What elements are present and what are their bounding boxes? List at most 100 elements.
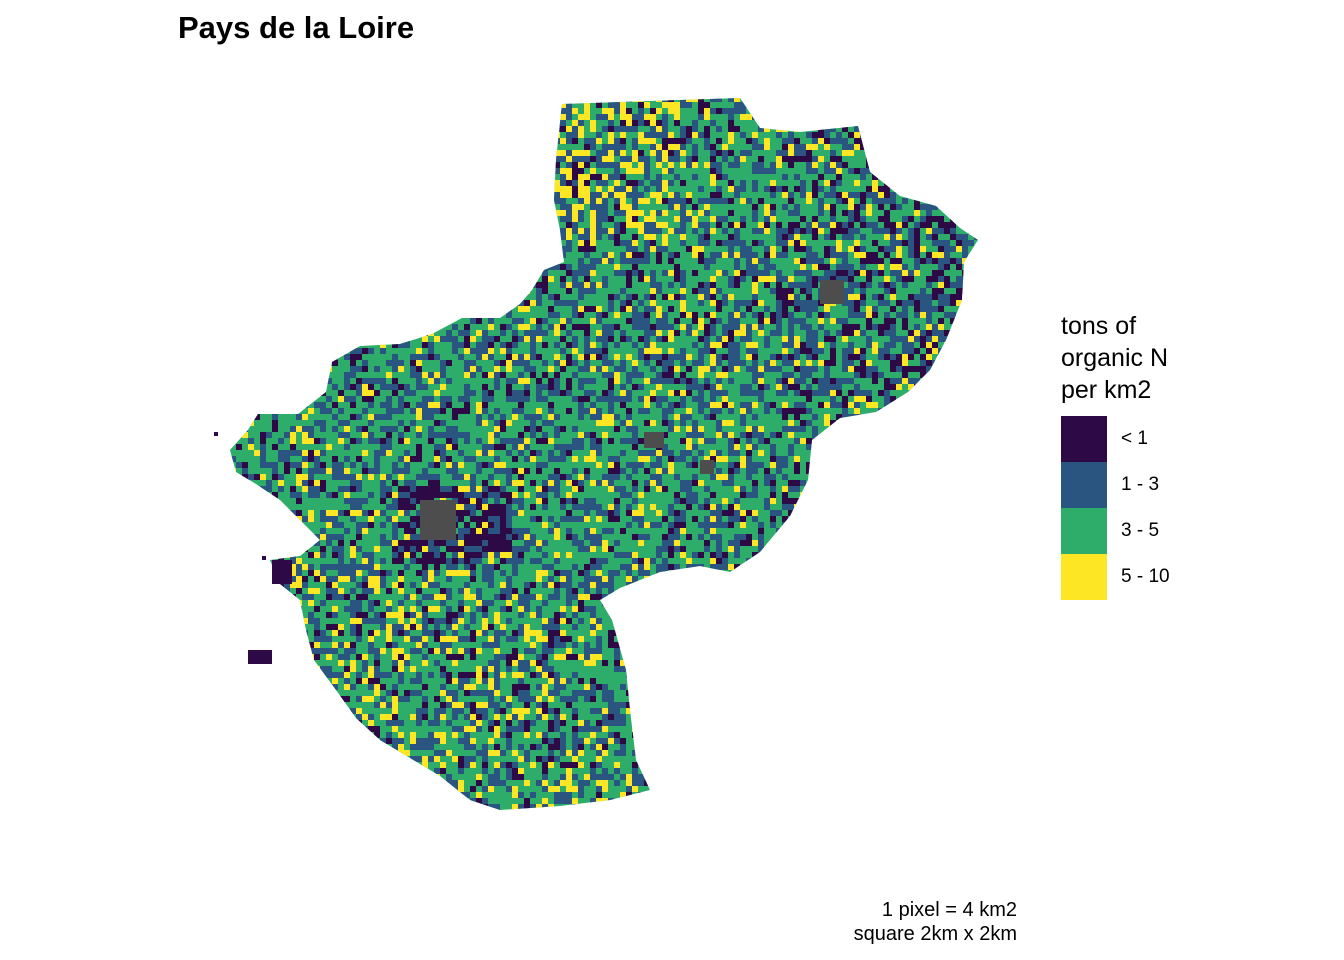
map-pixel [932, 186, 938, 192]
map-pixel [716, 354, 722, 360]
map-pixel [374, 108, 380, 114]
map-title: Pays de la Loire [178, 10, 415, 45]
map-pixel [794, 186, 800, 192]
map-pixel [212, 150, 218, 156]
map-pixel [218, 210, 224, 216]
map-pixel [302, 462, 308, 468]
map-pixel [860, 192, 866, 198]
map-pixel [560, 174, 566, 180]
map-pixel [536, 324, 542, 330]
map-pixel [932, 288, 938, 294]
map-pixel [380, 126, 386, 132]
map-pixel [452, 252, 458, 258]
map-pixel [206, 90, 212, 96]
map-pixel [242, 198, 248, 204]
map-pixel [218, 372, 224, 378]
map-pixel [686, 210, 692, 216]
map-pixel [674, 144, 680, 150]
map-pixel [374, 234, 380, 240]
map-pixel [296, 138, 302, 144]
map-pixel [368, 282, 374, 288]
map-pixel [548, 98, 554, 102]
map-pixel [536, 174, 542, 180]
map-pixel [710, 144, 716, 150]
map-pixel [902, 102, 908, 108]
map-pixel [794, 174, 800, 180]
map-pixel [806, 348, 812, 354]
map-pixel [638, 312, 644, 318]
map-pixel [992, 402, 998, 408]
map-pixel [848, 312, 854, 318]
map-pixel [386, 180, 392, 186]
map-pixel [926, 324, 932, 330]
map-pixel [680, 300, 686, 306]
map-pixel [398, 420, 404, 426]
map-pixel [704, 108, 710, 114]
map-pixel [488, 102, 494, 108]
map-pixel [782, 378, 788, 384]
map-pixel [362, 144, 368, 150]
map-pixel [542, 252, 548, 258]
map-pixel [500, 360, 506, 366]
map-pixel [782, 462, 788, 468]
map-pixel [482, 294, 488, 300]
map-pixel [590, 402, 596, 408]
map-pixel [794, 114, 800, 120]
map-pixel [812, 336, 818, 342]
map-pixel [356, 162, 362, 168]
map-pixel [356, 180, 362, 186]
map-pixel [830, 420, 836, 426]
map-pixel [770, 168, 776, 174]
map-pixel [458, 408, 464, 414]
map-pixel [944, 336, 950, 342]
map-pixel [650, 306, 656, 312]
map-pixel [458, 354, 464, 360]
map-pixel [218, 90, 224, 96]
map-pixel [362, 426, 368, 432]
map-pixel [776, 156, 782, 162]
map-pixel [644, 420, 650, 426]
map-pixel [554, 324, 560, 330]
map-pixel [248, 294, 254, 300]
map-pixel [488, 300, 494, 306]
map-pixel [746, 102, 752, 108]
map-pixel [362, 210, 368, 216]
map-pixel [920, 216, 926, 222]
map-pixel [890, 450, 896, 456]
map-pixel [842, 348, 848, 354]
map-pixel [518, 102, 524, 108]
map-pixel [350, 276, 356, 282]
map-pixel [776, 102, 782, 108]
map-pixel [404, 132, 410, 138]
map-pixel [986, 204, 992, 210]
map-pixel [488, 162, 494, 168]
map-pixel [620, 330, 626, 336]
map-pixel [254, 180, 260, 186]
map-pixel [260, 98, 266, 102]
map-pixel [344, 258, 350, 264]
map-pixel [464, 108, 470, 114]
map-pixel [662, 144, 668, 150]
map-pixel [488, 228, 494, 234]
map-pixel [632, 192, 638, 198]
map-pixel [890, 384, 896, 390]
map-pixel [314, 108, 320, 114]
map-pixel [326, 198, 332, 204]
map-pixel [428, 306, 434, 312]
map-pixel [554, 360, 560, 366]
map-pixel [968, 174, 974, 180]
map-pixel [848, 288, 854, 294]
map-pixel [320, 270, 326, 276]
map-pixel [908, 246, 914, 252]
map-pixel [284, 246, 290, 252]
map-pixel [512, 246, 518, 252]
map-pixel [860, 312, 866, 318]
map-pixel [476, 354, 482, 360]
map-pixel [962, 402, 968, 408]
map-pixel [710, 192, 716, 198]
map-pixel [260, 294, 266, 300]
map-pixel [590, 456, 596, 462]
map-pixel [626, 354, 632, 360]
map-pixel [590, 216, 596, 222]
map-pixel [212, 438, 218, 444]
